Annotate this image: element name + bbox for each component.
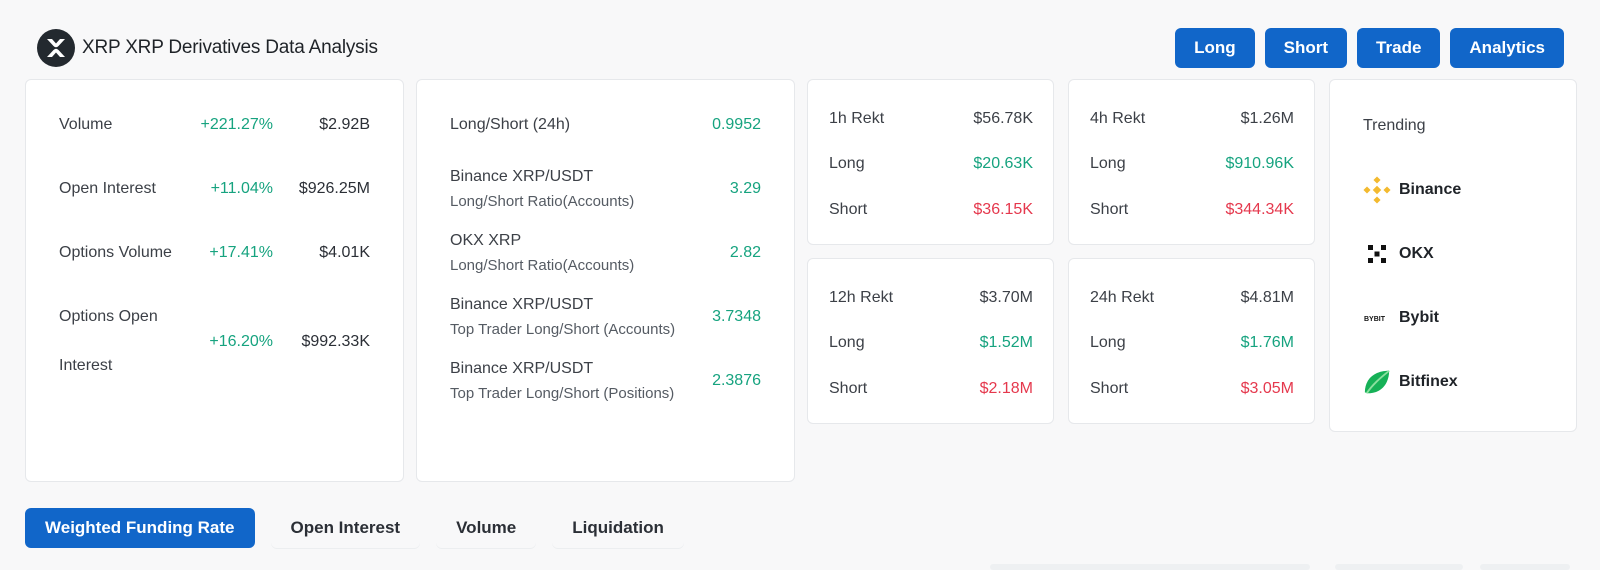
tab-open-interest[interactable]: Open Interest <box>270 508 421 548</box>
rekt-short-label: Short <box>1090 380 1129 397</box>
page-title: XRP XRP Derivatives Data Analysis <box>82 37 378 58</box>
rekt-long-label: Long <box>1090 334 1126 351</box>
trending-item-label: Bitfinex <box>1399 373 1458 390</box>
rekt-short-label: Short <box>829 201 868 218</box>
xrp-logo-icon <box>37 29 75 67</box>
stat-change: +11.04% <box>210 180 273 197</box>
binance-icon <box>1363 176 1391 204</box>
short-button[interactable]: Short <box>1264 28 1348 68</box>
rekt-long-label: Long <box>829 155 865 172</box>
long-short-ratio-card: Long/Short (24h) 0.9952 Binance XRP/USDT… <box>416 79 795 482</box>
trending-item-bybit[interactable]: BYBIT Bybit <box>1363 304 1439 332</box>
ratio-value: 3.7348 <box>712 308 761 325</box>
tab-volume[interactable]: Volume <box>436 508 537 548</box>
rekt-total: $1.26M <box>1240 110 1294 127</box>
stat-label: Options Volume <box>59 244 172 261</box>
trending-item-okx[interactable]: OKX <box>1363 240 1434 268</box>
ratio-label: OKX XRP <box>450 232 522 249</box>
stat-amount: $2.92B <box>319 116 370 133</box>
top-actions: Long Short Trade Analytics <box>1175 28 1564 68</box>
trending-item-label: Binance <box>1399 181 1462 198</box>
rekt-title: 24h Rekt <box>1090 289 1155 306</box>
rekt-4h-card: 4h Rekt $1.26M Long $910.96K Short $344.… <box>1068 79 1315 245</box>
trending-card: Trending Binance <box>1329 79 1577 432</box>
ratio-label: Binance XRP/USDT <box>450 296 594 313</box>
bybit-icon: BYBIT <box>1363 304 1391 332</box>
rekt-long-value: $1.76M <box>1240 334 1294 351</box>
stat-label-line1: Options Open <box>59 308 158 325</box>
rekt-long-label: Long <box>829 334 865 351</box>
rekt-12h-card: 12h Rekt $3.70M Long $1.52M Short $2.18M <box>807 258 1054 424</box>
stat-label: Open Interest <box>59 180 156 197</box>
rekt-title: 4h Rekt <box>1090 110 1146 127</box>
stat-label-line2: Interest <box>59 357 113 374</box>
rekt-1h-card: 1h Rekt $56.78K Long $20.63K Short $36.1… <box>807 79 1054 245</box>
ratio-sublabel: Long/Short Ratio(Accounts) <box>450 257 635 274</box>
ratio-value: 2.82 <box>729 244 761 261</box>
okx-icon <box>1363 240 1391 268</box>
stat-change: +17.41% <box>209 244 273 261</box>
rekt-long-value: $20.63K <box>973 155 1033 172</box>
stat-change: +16.20% <box>209 333 273 350</box>
ratio-sublabel: Top Trader Long/Short (Accounts) <box>450 321 676 338</box>
bottom-control-edge <box>990 564 1310 570</box>
rekt-long-value: $1.52M <box>979 334 1033 351</box>
ratio-value: 2.3876 <box>712 372 761 389</box>
bottom-control-edge <box>1480 564 1570 570</box>
rekt-title: 1h Rekt <box>829 110 885 127</box>
rekt-short-value: $36.15K <box>973 201 1033 218</box>
rekt-short-label: Short <box>1090 201 1129 218</box>
trending-title: Trending <box>1363 117 1426 134</box>
stat-amount: $4.01K <box>319 244 370 261</box>
bitfinex-icon <box>1363 368 1391 396</box>
tab-weighted-funding-rate[interactable]: Weighted Funding Rate <box>25 508 255 548</box>
rekt-title: 12h Rekt <box>829 289 894 306</box>
rekt-total: $4.81M <box>1240 289 1294 306</box>
stat-change: +221.27% <box>200 116 273 133</box>
analytics-button[interactable]: Analytics <box>1450 28 1564 68</box>
ratio-label: Long/Short (24h) <box>450 116 571 133</box>
ratio-label: Binance XRP/USDT <box>450 168 594 185</box>
trending-item-label: Bybit <box>1399 309 1439 326</box>
ratio-value: 3.29 <box>729 180 761 197</box>
ratio-sublabel: Top Trader Long/Short (Positions) <box>450 385 675 402</box>
stat-amount: $992.33K <box>301 333 370 350</box>
ratio-sublabel: Long/Short Ratio(Accounts) <box>450 193 635 210</box>
bybit-icon-text: BYBIT <box>1364 316 1386 323</box>
trending-item-bitfinex[interactable]: Bitfinex <box>1363 368 1458 396</box>
rekt-total: $56.78K <box>973 110 1033 127</box>
rekt-24h-card: 24h Rekt $4.81M Long $1.76M Short $3.05M <box>1068 258 1315 424</box>
stat-label: Volume <box>59 116 113 133</box>
long-button[interactable]: Long <box>1175 28 1255 68</box>
rekt-long-value: $910.96K <box>1225 155 1294 172</box>
trending-item-binance[interactable]: Binance <box>1363 176 1461 204</box>
trade-button[interactable]: Trade <box>1357 28 1441 68</box>
page-header: XRP XRP Derivatives Data Analysis <box>37 29 378 67</box>
bottom-control-edge <box>1335 564 1463 570</box>
rekt-long-label: Long <box>1090 155 1126 172</box>
rekt-total: $3.70M <box>979 289 1033 306</box>
tab-liquidation[interactable]: Liquidation <box>552 508 684 548</box>
volume-stats-card: Volume +221.27% $2.92B Open Interest +11… <box>25 79 404 482</box>
ratio-value: 0.9952 <box>712 116 761 133</box>
rekt-short-label: Short <box>829 380 868 397</box>
chart-tabs: Weighted Funding Rate Open Interest Volu… <box>25 508 684 548</box>
ratio-label: Binance XRP/USDT <box>450 360 594 377</box>
trending-item-label: OKX <box>1399 245 1434 262</box>
stat-amount: $926.25M <box>298 180 370 197</box>
rekt-short-value: $344.34K <box>1225 201 1294 218</box>
rekt-short-value: $3.05M <box>1240 380 1294 397</box>
rekt-short-value: $2.18M <box>979 380 1033 397</box>
